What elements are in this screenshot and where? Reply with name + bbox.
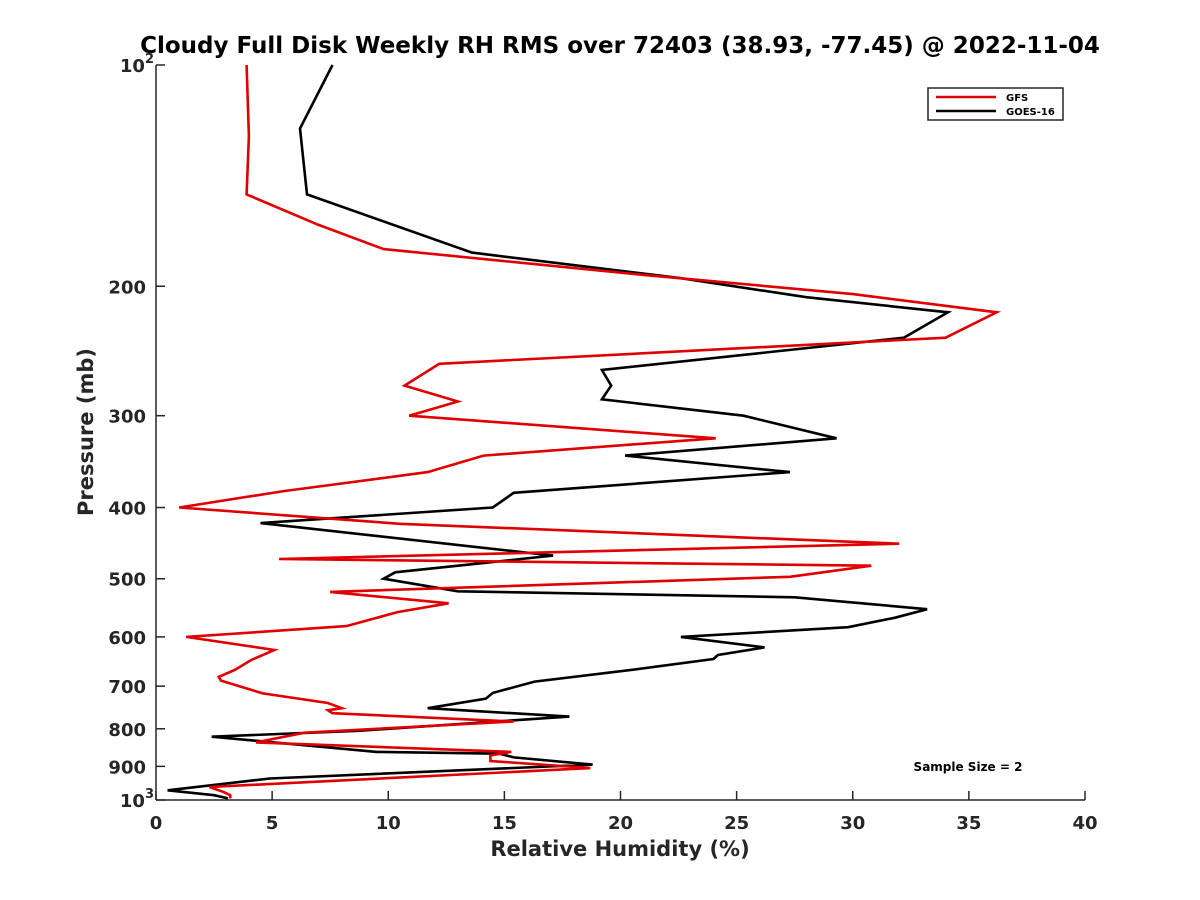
legend-entry: GFS — [1006, 93, 1028, 104]
x-tick-label: 0 — [150, 813, 163, 834]
y-tick-label: 103 — [120, 787, 154, 812]
legend-entry: GOES-16 — [1006, 107, 1055, 118]
y-tick-label: 102 — [120, 52, 154, 77]
x-axis-label: Relative Humidity (%) — [490, 837, 749, 861]
y-tick-label: 500 — [108, 570, 146, 591]
x-tick-label: 20 — [608, 813, 633, 834]
legend-box — [927, 87, 1064, 121]
chart-title: Cloudy Full Disk Weekly RH RMS over 7240… — [140, 33, 1100, 59]
y-axis-label: Pressure (mb) — [74, 348, 98, 516]
plot-area: 0 5 10 15 20 25 30 35 40 102 200 300 400 500 600 700 800… — [108, 52, 1097, 834]
y-tick-label: 200 — [108, 277, 146, 298]
x-tick-label: 15 — [492, 813, 517, 834]
x-tick-label: 25 — [724, 813, 749, 834]
x-tick-label: 5 — [266, 813, 279, 834]
series-line-goes-16 — [167, 64, 953, 800]
series-line-gfs — [178, 64, 1002, 799]
legend: GFS GOES-16 — [927, 87, 1064, 121]
x-tick-label: 35 — [956, 813, 981, 834]
y-tick-label: 400 — [108, 499, 146, 520]
y-tick-label: 900 — [108, 757, 146, 778]
y-tick-label: 700 — [108, 677, 146, 698]
x-tick-label: 10 — [376, 813, 401, 834]
y-tick-label: 600 — [108, 628, 146, 649]
sample-size-annotation: Sample Size = 2 — [914, 760, 1023, 774]
x-tick-label: 40 — [1072, 813, 1097, 834]
x-tick-label: 30 — [840, 813, 865, 834]
y-tick-label: 300 — [108, 407, 146, 428]
y-tick-label: 800 — [108, 720, 146, 741]
